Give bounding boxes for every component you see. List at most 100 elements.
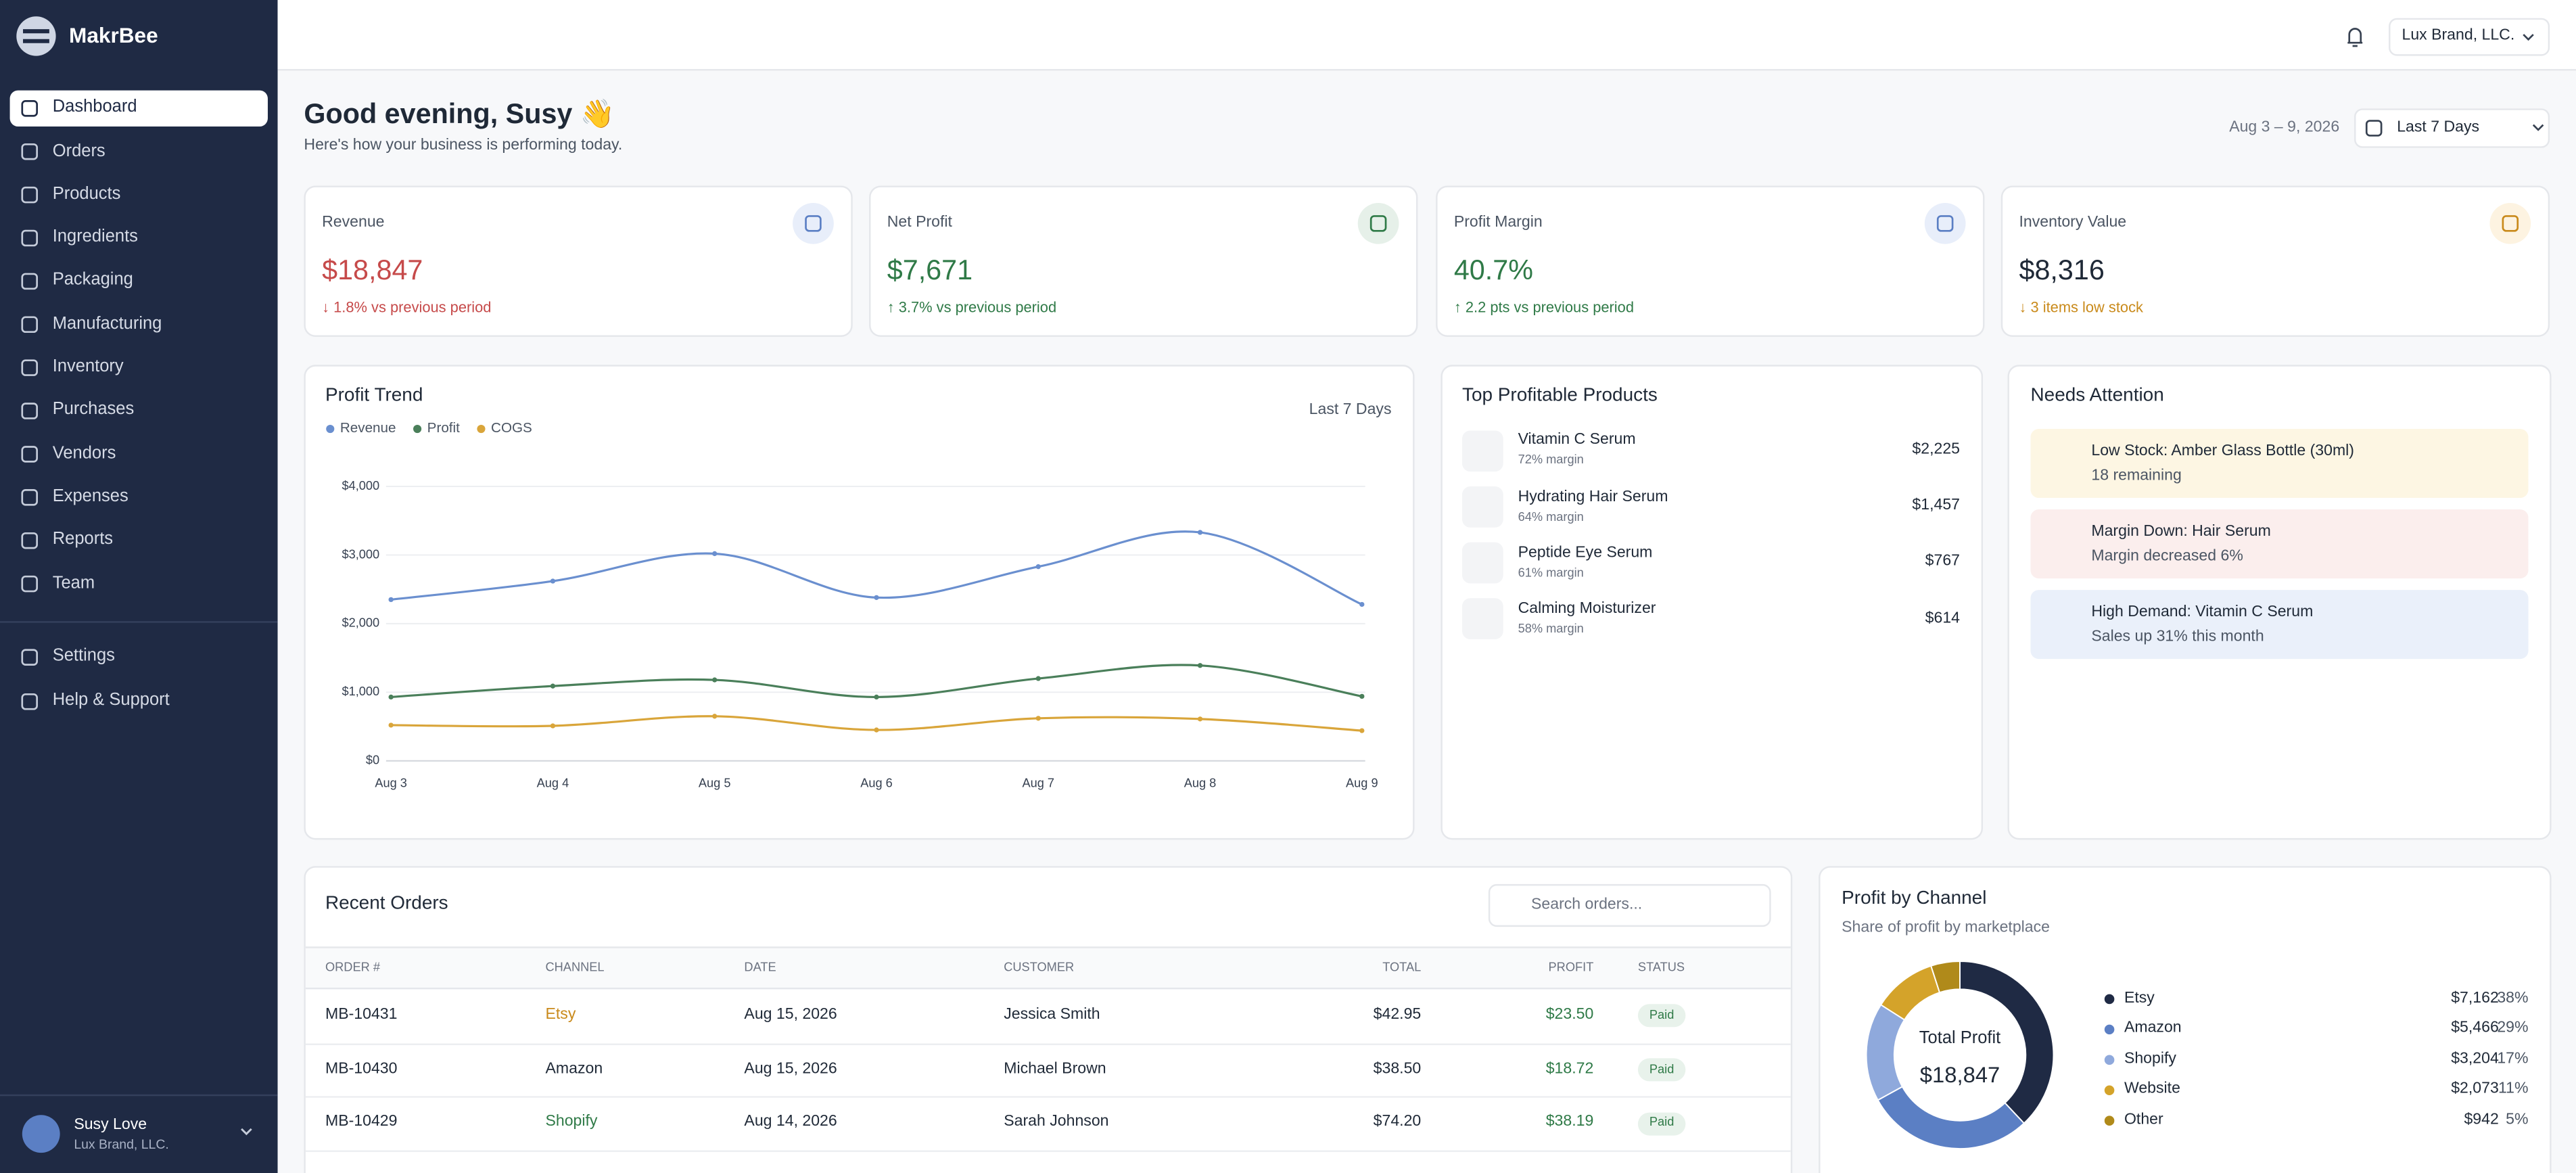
- product-name: Vitamin C Serum: [1518, 431, 1636, 449]
- nav-item[interactable]: Inventory: [52, 356, 124, 377]
- product-name: Hydrating Hair Serum: [1518, 487, 1668, 506]
- row-divider: [305, 1096, 1791, 1099]
- legend-amount: $3,204: [2451, 1049, 2499, 1068]
- legend-share: 5%: [2506, 1110, 2529, 1129]
- search-placeholder: Search orders...: [1531, 895, 1643, 914]
- kpi-label: Net Profit: [887, 213, 952, 231]
- kpi-card: [2000, 185, 2550, 337]
- user-name: Susy Love: [74, 1115, 147, 1134]
- nav-item[interactable]: Expenses: [52, 486, 128, 507]
- alert: [2030, 590, 2529, 660]
- card-title: Needs Attention: [2030, 386, 2164, 406]
- alert-title: High Demand: Vitamin C Serum: [2091, 602, 2314, 621]
- legend-share: 38%: [2497, 988, 2529, 1007]
- nav-item[interactable]: Help & Support: [52, 690, 170, 710]
- kpi-label: Revenue: [322, 213, 385, 231]
- cell: $38.19: [1545, 1113, 1594, 1132]
- product-name: Calming Moisturizer: [1518, 600, 1656, 618]
- nav-item[interactable]: Ingredients: [52, 227, 138, 247]
- legend-share: 11%: [2498, 1080, 2529, 1099]
- cell: Etsy: [545, 1005, 576, 1024]
- legend-amount: $942: [2464, 1110, 2499, 1129]
- period-select[interactable]: [2354, 108, 2550, 148]
- kpi-value: $18,847: [322, 254, 423, 285]
- nav-item[interactable]: Manufacturing: [52, 313, 162, 334]
- product-icon: [1461, 542, 1503, 584]
- column-header: TOTAL: [1382, 959, 1422, 975]
- kpi-value: 40.7%: [1453, 254, 1533, 285]
- legend-label: COGS: [491, 419, 532, 436]
- kpi-value: $7,671: [887, 254, 973, 285]
- legend-label: Amazon: [2124, 1019, 2182, 1038]
- row-divider: [305, 1042, 1791, 1044]
- column-header: CHANNEL: [545, 959, 605, 975]
- product-icon: [1461, 486, 1503, 528]
- product-amount: $1,457: [1912, 496, 1961, 515]
- row-divider: [305, 1150, 1791, 1153]
- product-amount: $767: [1925, 553, 1961, 571]
- table-header: [305, 946, 1791, 990]
- chart-subtitle: Share of profit by marketplace: [1842, 919, 2050, 938]
- cell: Aug 14, 2026: [744, 1113, 837, 1132]
- product-margin: 64% margin: [1518, 509, 1584, 524]
- cell: $74.20: [1373, 1113, 1422, 1132]
- legend-label: Profit: [427, 419, 460, 436]
- nav-item[interactable]: Team: [52, 572, 95, 593]
- column-header: ORDER #: [325, 959, 380, 975]
- nav-active: [9, 90, 268, 127]
- legend-label: Revenue: [339, 419, 396, 436]
- product-icon: [1461, 430, 1503, 471]
- nav-item[interactable]: Vendors: [52, 442, 116, 463]
- legend-amount: $2,073: [2451, 1080, 2499, 1099]
- nav-item[interactable]: Dashboard: [52, 97, 137, 118]
- card-title: Top Profitable Products: [1461, 386, 1658, 406]
- status-pill: [1637, 1004, 1686, 1028]
- cell: Shopify: [545, 1113, 598, 1132]
- product-icon: [1461, 599, 1503, 640]
- date-range: Aug 3 – 9, 2026: [2229, 118, 2340, 137]
- chart-title: Profit Trend: [325, 386, 423, 406]
- search-box[interactable]: [1488, 883, 1771, 927]
- kpi-label: Inventory Value: [2019, 213, 2127, 231]
- sidebar: [0, 0, 278, 1173]
- legend-share: 17%: [2497, 1049, 2529, 1068]
- cell: Michael Brown: [1004, 1059, 1106, 1078]
- alert-detail: Sales up 31% this month: [2091, 627, 2264, 646]
- product-margin: 58% margin: [1518, 621, 1584, 637]
- kpi-value: $8,316: [2019, 254, 2105, 285]
- cell: $42.95: [1373, 1005, 1422, 1024]
- nav-item[interactable]: Packaging: [52, 270, 133, 290]
- cell: Aug 15, 2026: [744, 1059, 837, 1078]
- status: Paid: [1649, 1007, 1675, 1022]
- brand: MakrBee: [69, 22, 158, 48]
- nav-item[interactable]: Settings: [52, 646, 115, 666]
- greeting-title: Good evening, Susy 👋: [304, 97, 615, 130]
- nav-item[interactable]: Orders: [52, 140, 106, 160]
- kpi-delta: ↓ 1.8% vs previous period: [322, 298, 492, 315]
- cell: $18.72: [1545, 1059, 1594, 1078]
- legend-label: Etsy: [2124, 988, 2155, 1007]
- top-bar: [277, 0, 2576, 71]
- nav-item[interactable]: Purchases: [52, 400, 135, 420]
- cell: MB-10430: [325, 1059, 398, 1078]
- status: Paid: [1649, 1061, 1675, 1076]
- card-title: Recent Orders: [325, 893, 448, 913]
- legend-label: Other: [2124, 1110, 2163, 1129]
- account-name: Lux Brand, LLC.: [2402, 26, 2515, 45]
- nav-item[interactable]: Products: [52, 183, 121, 204]
- column-header: STATUS: [1637, 959, 1685, 975]
- alert-title: Low Stock: Amber Glass Bottle (30ml): [2091, 441, 2355, 460]
- cell: Aug 15, 2026: [744, 1005, 837, 1024]
- user-company: Lux Brand, LLC.: [74, 1136, 169, 1151]
- kpi-delta: ↑ 3.7% vs previous period: [887, 298, 1057, 315]
- alert-detail: 18 remaining: [2091, 466, 2182, 485]
- nav-item[interactable]: Reports: [52, 529, 114, 549]
- status-pill: [1637, 1057, 1686, 1081]
- period-label: Last 7 Days: [2397, 118, 2480, 137]
- kpi-card: [1436, 185, 1985, 337]
- status: Paid: [1649, 1115, 1675, 1130]
- alert-detail: Margin decreased 6%: [2091, 547, 2243, 566]
- column-header: PROFIT: [1548, 959, 1594, 975]
- chart-annotation: Last 7 Days: [1309, 401, 1392, 420]
